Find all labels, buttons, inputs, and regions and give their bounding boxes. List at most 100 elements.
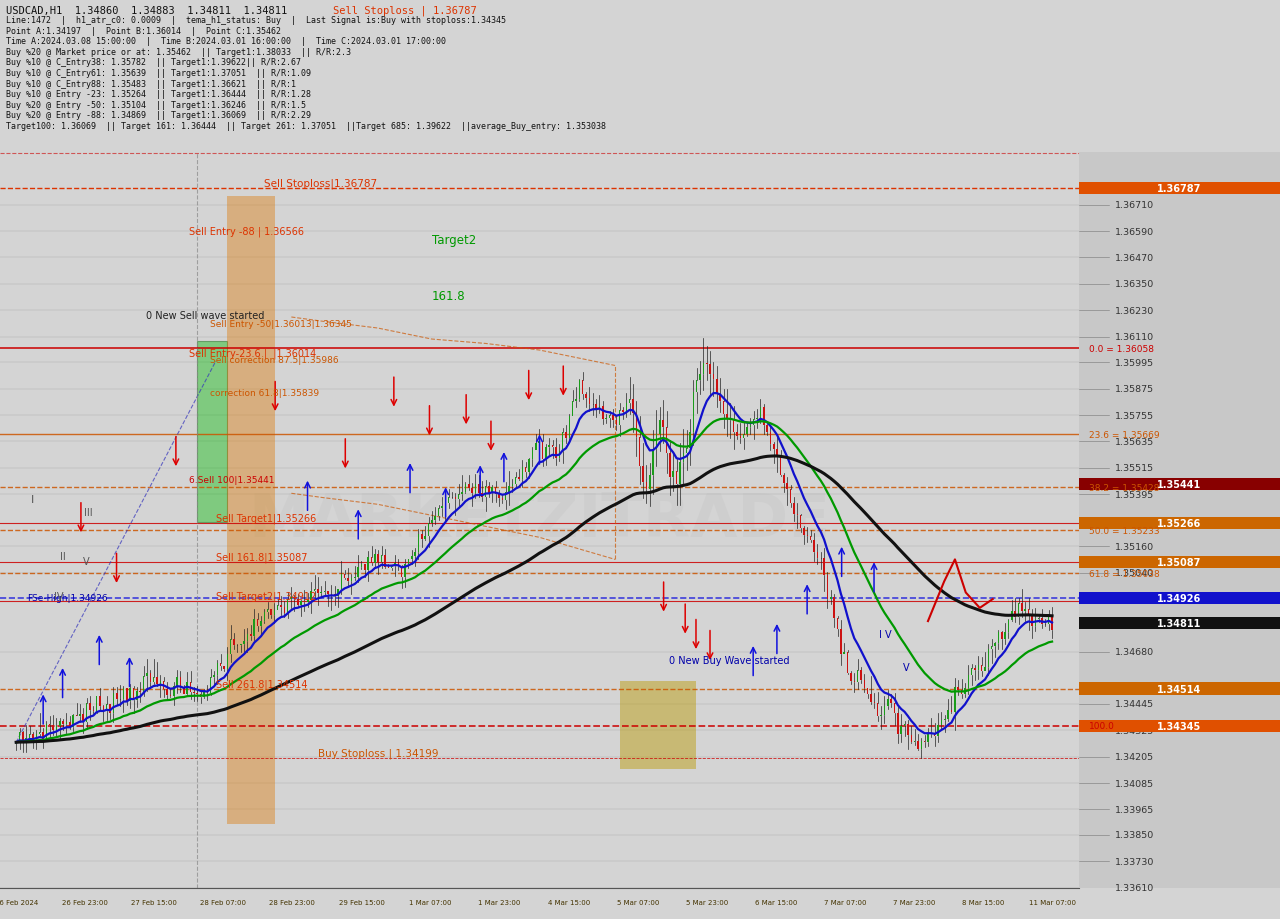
Text: 28 Feb 07:00: 28 Feb 07:00 [201, 899, 246, 905]
Bar [241, 644, 242, 645]
Bar [401, 567, 402, 577]
Text: Line:1472  |  h1_atr_c0: 0.0009  |  tema_h1_status: Buy  |  Last Signal is:Buy w: Line:1472 | h1_atr_c0: 0.0009 | tema_h1_… [6, 16, 507, 25]
Bar [719, 394, 721, 401]
Bar [1079, 720, 1280, 732]
Bar [997, 632, 1000, 643]
Bar [136, 691, 138, 700]
Bar [562, 433, 563, 452]
Bar [589, 399, 590, 404]
Bar [874, 702, 876, 703]
Bar [29, 734, 31, 738]
Bar [125, 688, 128, 701]
Bar [495, 488, 497, 494]
Bar [328, 592, 329, 595]
Text: 1.34514: 1.34514 [1157, 684, 1202, 694]
Bar [572, 402, 573, 416]
Bar [407, 560, 410, 564]
Bar [471, 488, 472, 494]
Bar [257, 619, 259, 627]
Text: 1.35635: 1.35635 [1115, 437, 1155, 447]
Bar [381, 555, 383, 562]
Bar [82, 714, 84, 722]
Bar [900, 727, 902, 734]
Bar [918, 742, 919, 750]
Bar [833, 597, 835, 618]
Text: Buy %10 @ C_Entry61: 1.35639  || Target1:1.37051  || R/R:1.09: Buy %10 @ C_Entry61: 1.35639 || Target1:… [6, 69, 311, 78]
Bar [823, 558, 824, 575]
Bar [32, 734, 33, 740]
Text: V: V [904, 662, 910, 672]
Bar [689, 433, 691, 449]
Bar [663, 421, 664, 427]
Bar [293, 597, 296, 599]
Text: Buy %10 @ C_Entry38: 1.35782  || Target1:1.39622|| R/R:2.67: Buy %10 @ C_Entry38: 1.35782 || Target1:… [6, 58, 301, 67]
Bar [1079, 557, 1280, 569]
Text: USDCAD,H1  1.34860  1.34883  1.34811  1.34811: USDCAD,H1 1.34860 1.34883 1.34811 1.3481… [6, 6, 288, 16]
Bar [529, 460, 530, 472]
Bar [957, 687, 959, 690]
Bar [227, 654, 228, 669]
Text: Target100: 1.36069  || Target 161: 1.36444  || Target 261: 1.37051  ||Target 685: Target100: 1.36069 || Target 161: 1.3644… [6, 122, 607, 130]
Bar [442, 506, 443, 508]
Bar [897, 713, 899, 734]
Text: 1.35395: 1.35395 [1115, 491, 1155, 499]
Bar [458, 494, 460, 499]
Bar [347, 578, 349, 582]
Bar [344, 574, 346, 578]
Bar [301, 601, 302, 606]
Bar [767, 425, 768, 433]
Bar [742, 435, 745, 438]
Text: 1.36470: 1.36470 [1115, 254, 1155, 263]
Bar [666, 427, 667, 454]
Bar [223, 666, 225, 669]
Text: V: V [83, 556, 90, 566]
Bar [1001, 632, 1002, 640]
Bar [113, 694, 114, 713]
Bar [995, 643, 996, 646]
Bar [804, 528, 805, 536]
Bar [920, 742, 922, 750]
Text: 1.34445: 1.34445 [1115, 699, 1155, 709]
Bar [632, 400, 634, 414]
Bar [984, 667, 986, 671]
Bar [707, 364, 708, 365]
Bar [1005, 632, 1006, 640]
Text: correction 61.8|1.35839: correction 61.8|1.35839 [210, 388, 320, 397]
Bar [1015, 612, 1016, 617]
Bar [152, 677, 155, 683]
Bar [276, 606, 279, 610]
Text: 28 Feb 23:00: 28 Feb 23:00 [270, 899, 315, 905]
Bar [274, 610, 275, 616]
Bar [264, 612, 265, 622]
Bar [746, 427, 748, 435]
Bar [187, 682, 188, 694]
Bar [699, 374, 701, 380]
Bar [355, 577, 356, 579]
Bar [628, 400, 631, 403]
Text: 1.36350: 1.36350 [1115, 280, 1155, 289]
Bar [512, 485, 513, 486]
Bar [477, 484, 480, 494]
Text: Buy %20 @ Entry -88: 1.34869  || Target1:1.36069  || R/R:2.29: Buy %20 @ Entry -88: 1.34869 || Target1:… [6, 111, 311, 120]
Bar [22, 732, 23, 742]
Text: 1.34325: 1.34325 [1115, 726, 1155, 735]
Bar [649, 476, 650, 490]
Bar [850, 673, 851, 681]
Text: 1.35875: 1.35875 [1115, 385, 1155, 393]
Bar [26, 738, 27, 742]
Bar [626, 403, 627, 413]
Bar [287, 599, 288, 613]
Bar [421, 534, 422, 539]
Bar [733, 421, 735, 433]
Bar [759, 407, 762, 418]
Bar [116, 694, 118, 699]
Bar [794, 504, 795, 514]
Bar [210, 677, 211, 693]
Text: Buy %10 @ C_Entry88: 1.35483  || Target1:1.36621  || R/R:1: Buy %10 @ C_Entry88: 1.35483 || Target1:… [6, 80, 297, 88]
Bar [280, 606, 282, 607]
Text: 50.0 = 1.35233: 50.0 = 1.35233 [1089, 526, 1160, 535]
Bar [317, 589, 319, 593]
Bar [1048, 617, 1050, 624]
Text: 1.36787: 1.36787 [1157, 184, 1202, 193]
Bar [783, 476, 785, 483]
